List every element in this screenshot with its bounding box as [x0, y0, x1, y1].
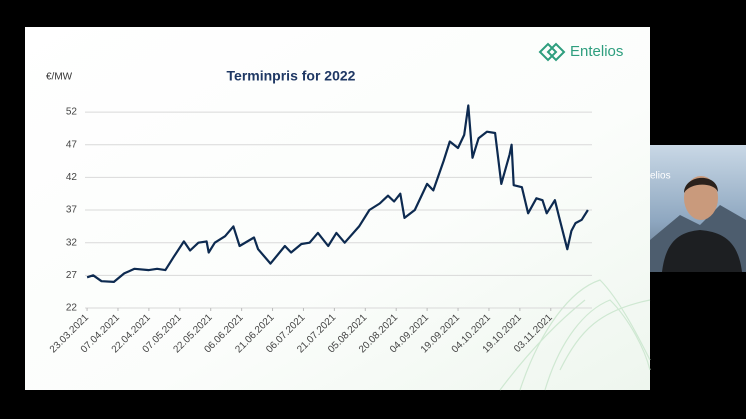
person-body: [662, 230, 742, 272]
logo: Entelios: [538, 42, 623, 62]
y-axis-label: €/MW: [46, 72, 73, 83]
price-line: [86, 104, 589, 283]
y-tick-label: 47: [66, 139, 78, 150]
slide-decoration: [499, 279, 651, 391]
y-tick-label: 52: [66, 107, 78, 118]
webcam-label: elios: [650, 171, 671, 182]
y-tick-label: 27: [66, 270, 78, 281]
y-tick-label: 22: [66, 303, 78, 314]
person-head: [684, 176, 718, 220]
y-tick-label: 37: [66, 205, 78, 216]
y-tick-label: 32: [66, 237, 78, 248]
chart-title: Terminpris for 2022: [227, 68, 356, 84]
person-hair: [684, 177, 718, 193]
logo-text: Entelios: [570, 43, 623, 60]
y-tick-label: 42: [66, 172, 78, 183]
